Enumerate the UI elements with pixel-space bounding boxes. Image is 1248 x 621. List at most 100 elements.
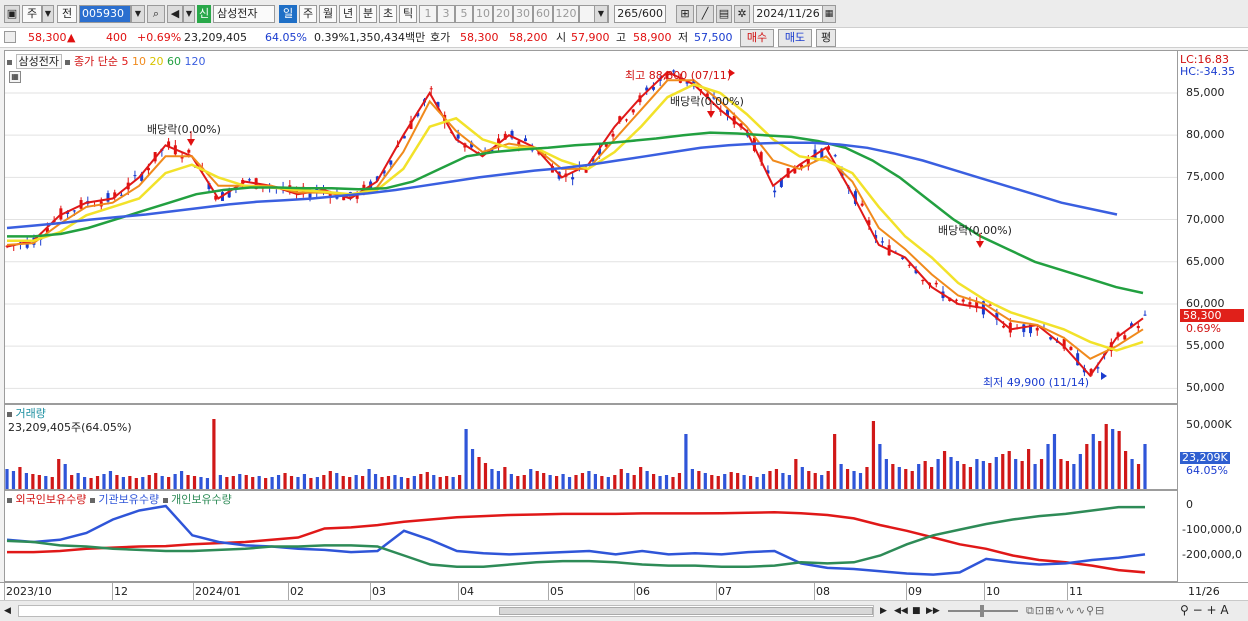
price-y-axis[interactable]: LC:16.83 HC:-34.35 85,000 80,000 75,000 70,… <box>1178 50 1248 404</box>
chart-type-icon[interactable]: ⊞ <box>676 5 694 23</box>
volume-bar <box>354 475 358 489</box>
period-month[interactable]: 월 <box>319 5 337 23</box>
grid-toggle-icon[interactable]: ▦ <box>9 71 21 83</box>
scroll-track[interactable] <box>18 605 874 617</box>
font-size-icon[interactable]: A <box>1220 603 1229 617</box>
candle-body <box>436 102 440 108</box>
price-legend: 삼성전자 종가 단순 5 10 20 60 120 <box>7 53 205 69</box>
draw-tool-icon[interactable]: ╱ <box>696 5 714 23</box>
calendar-icon[interactable]: ▦ <box>822 5 836 23</box>
magnify-icon[interactable]: ⚲ <box>1180 603 1189 617</box>
interval-5[interactable]: 5 <box>455 5 473 23</box>
legend-individual[interactable]: 개인보유수량 <box>171 493 232 506</box>
interval-3[interactable]: 3 <box>437 5 455 23</box>
scroll-left-icon[interactable]: ◀ <box>4 606 11 616</box>
legend-foreign[interactable]: 외국인보유수량 <box>15 493 87 506</box>
chart-tool-icons[interactable]: ⧉⊡⊞∿∿∿⚲⊟ <box>1026 604 1106 617</box>
zoom-slider[interactable] <box>948 605 1018 617</box>
candle-body <box>975 301 979 309</box>
stop-icon[interactable]: ■ <box>912 606 921 616</box>
kind-select[interactable]: 전 <box>57 5 77 23</box>
volume-chart[interactable] <box>5 405 1177 489</box>
date-field[interactable]: 2024/11/26 <box>753 5 823 23</box>
interval-30[interactable]: 30 <box>513 5 533 23</box>
interval-120[interactable]: 120 <box>553 5 579 23</box>
search-icon[interactable]: ⌕ <box>147 5 165 23</box>
holdings-y-axis[interactable]: 0 -100,000,0 -200,000,0 <box>1178 490 1248 582</box>
candle-body <box>685 82 689 84</box>
market-select[interactable]: 주 <box>22 5 42 23</box>
sell-button[interactable]: 매도 <box>778 29 812 47</box>
legend-ma120: 120 <box>184 55 206 68</box>
volume-panel[interactable]: 거래량 23,209,405주(64.05%) <box>4 404 1178 490</box>
volume-bar <box>561 474 565 489</box>
stock-name-field[interactable]: 삼성전자 <box>213 5 275 23</box>
credit-badge: 신 <box>197 5 211 23</box>
speaker-icon[interactable]: ◀ <box>167 5 183 23</box>
legend-ma5: 5 <box>121 55 129 68</box>
volume-bar <box>82 477 87 489</box>
count-field[interactable]: 265/600 <box>614 5 666 23</box>
period-year[interactable]: 년 <box>339 5 357 23</box>
price-y-tick: 85,000 <box>1186 85 1225 99</box>
stock-code-input[interactable]: 005930 <box>79 5 131 23</box>
volume-bar <box>871 421 876 489</box>
volume-bar <box>542 473 546 489</box>
volume-bar <box>858 473 863 489</box>
legend-institution[interactable]: 기관보유수량 <box>98 493 160 506</box>
period-minute[interactable]: 분 <box>359 5 377 23</box>
volume-bar <box>768 471 772 489</box>
interval-20[interactable]: 20 <box>493 5 513 23</box>
x-axis-label: 08 <box>816 585 830 598</box>
candle-body <box>968 302 972 305</box>
holdings-chart[interactable] <box>5 491 1177 581</box>
period-week[interactable]: 주 <box>299 5 317 23</box>
scroll-right-icon[interactable]: ▶ <box>880 606 887 616</box>
chart-menu-icon[interactable]: ▣ <box>4 5 20 23</box>
interval-60[interactable]: 60 <box>533 5 553 23</box>
scroll-thumb[interactable] <box>499 607 873 615</box>
legend-stock-name[interactable]: 삼성전자 <box>15 54 62 69</box>
eval-button[interactable]: 평 <box>816 29 836 47</box>
candle-body <box>827 146 831 150</box>
volume-bar <box>464 429 468 489</box>
legend-bullet-icon <box>7 411 12 417</box>
volume-bar <box>1014 459 1018 489</box>
interval-1[interactable]: 1 <box>419 5 437 23</box>
volume-bar <box>251 477 255 489</box>
volume-y-axis[interactable]: 50,000K 23,209K 64.05% <box>1178 404 1248 490</box>
candle-body <box>1096 367 1100 369</box>
speaker-dropdown-icon[interactable]: ▼ <box>183 5 195 23</box>
legend-ma-prefix[interactable]: 종가 단순 <box>73 55 118 68</box>
code-dropdown-icon[interactable]: ▼ <box>131 5 145 23</box>
candle-body <box>389 160 393 165</box>
zoom-in-icon[interactable]: + <box>1206 603 1217 617</box>
interval-dropdown-icon[interactable]: ▼ <box>594 5 608 23</box>
volume-bar <box>645 471 649 489</box>
date-axis[interactable]: 2023/10 12 2024/01 02 03 04 05 06 07 08 09 10 11 11/2… <box>0 582 1248 600</box>
zoom-out-icon[interactable]: − <box>1192 603 1203 617</box>
forward-icon[interactable]: ▶▶ <box>926 606 940 616</box>
period-day[interactable]: 일 <box>279 5 297 23</box>
buy-button[interactable]: 매수 <box>740 29 774 47</box>
price-chart-panel[interactable]: 삼성전자 종가 단순 5 10 20 60 120 ▦ 배당락(0.00%) 배… <box>4 50 1178 404</box>
volume-title[interactable]: 거래량 <box>15 407 46 420</box>
market-dropdown-icon[interactable]: ▼ <box>42 5 54 23</box>
period-second[interactable]: 초 <box>379 5 397 23</box>
volume-bar <box>289 476 294 489</box>
settings-gear-icon[interactable]: ✲ <box>734 5 750 23</box>
interval-10[interactable]: 10 <box>473 5 493 23</box>
holdings-panel[interactable]: 외국인보유수량 기관보유수량 개인보유수량 <box>4 490 1178 582</box>
count-value[interactable]: 265 <box>617 7 639 20</box>
collapse-toggle-icon[interactable] <box>4 31 16 43</box>
candle-body <box>571 177 575 180</box>
save-icon[interactable]: ▤ <box>716 5 732 23</box>
price-chart[interactable] <box>5 51 1177 403</box>
volume-bar <box>1065 461 1070 489</box>
period-tick[interactable]: 틱 <box>399 5 417 23</box>
volume-bar <box>845 469 850 489</box>
rewind-icon[interactable]: ◀◀ <box>894 606 908 616</box>
volume-bar <box>425 472 429 489</box>
zoom-tools[interactable]: ⚲ − + A <box>1180 603 1229 617</box>
candle-body <box>820 148 824 158</box>
